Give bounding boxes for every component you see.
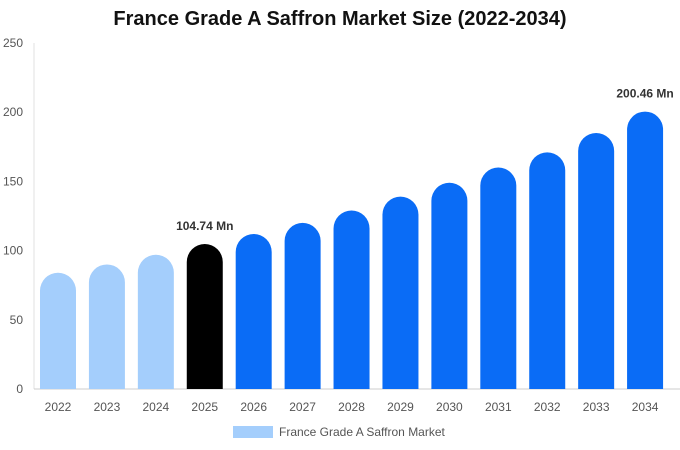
data-label-2025: 104.74 Mn: [176, 219, 233, 233]
y-tick-label: 150: [3, 174, 23, 188]
bar-2030[interactable]: [431, 182, 468, 389]
x-tick-label: 2032: [534, 400, 561, 414]
bar-2022[interactable]: [40, 272, 76, 389]
bars: [40, 111, 664, 389]
legend[interactable]: France Grade A Saffron Market: [233, 425, 445, 439]
bar-2028[interactable]: [333, 210, 370, 389]
legend-label: France Grade A Saffron Market: [279, 425, 445, 439]
x-tick-label: 2034: [632, 400, 659, 414]
bar-2026[interactable]: [235, 233, 272, 389]
y-tick-label: 100: [3, 244, 23, 258]
data-labels: 104.74 Mn 200.46 Mn: [176, 87, 674, 233]
y-tick-label: 200: [3, 105, 23, 119]
x-tick-label: 2033: [583, 400, 610, 414]
data-label-2034: 200.46 Mn: [616, 87, 673, 101]
legend-swatch: [233, 426, 273, 438]
bar-2029[interactable]: [382, 196, 419, 389]
x-tick-label: 2031: [485, 400, 512, 414]
x-tick-label: 2026: [240, 400, 267, 414]
x-tick-label: 2028: [338, 400, 365, 414]
y-tick-label: 0: [16, 382, 23, 396]
bar-2033[interactable]: [578, 132, 615, 389]
x-tick-label: 2030: [436, 400, 463, 414]
bar-2034[interactable]: [627, 111, 664, 389]
bar-2023[interactable]: [88, 264, 125, 389]
x-tick-label: 2025: [191, 400, 218, 414]
bar-2032[interactable]: [529, 152, 566, 389]
bar-2024[interactable]: [137, 254, 174, 389]
x-tick-label: 2023: [94, 400, 121, 414]
x-axis: 2022 2023 2024 2025 2026 2027 2028 2029 2030 2031…: [34, 388, 680, 414]
x-tick-label: 2029: [387, 400, 414, 414]
x-tick-label: 2027: [289, 400, 316, 414]
y-tick-label: 250: [3, 36, 23, 50]
y-axis: 0 50 100 150 200 250: [3, 36, 35, 396]
y-tick-label: 50: [10, 313, 24, 327]
x-tick-label: 2022: [45, 400, 72, 414]
chart-title: France Grade A Saffron Market Size (2022…: [113, 8, 567, 30]
bar-2025[interactable]: [186, 244, 223, 389]
bar-2027[interactable]: [284, 222, 321, 389]
bar-2031[interactable]: [480, 167, 517, 389]
x-tick-label: 2024: [142, 400, 169, 414]
